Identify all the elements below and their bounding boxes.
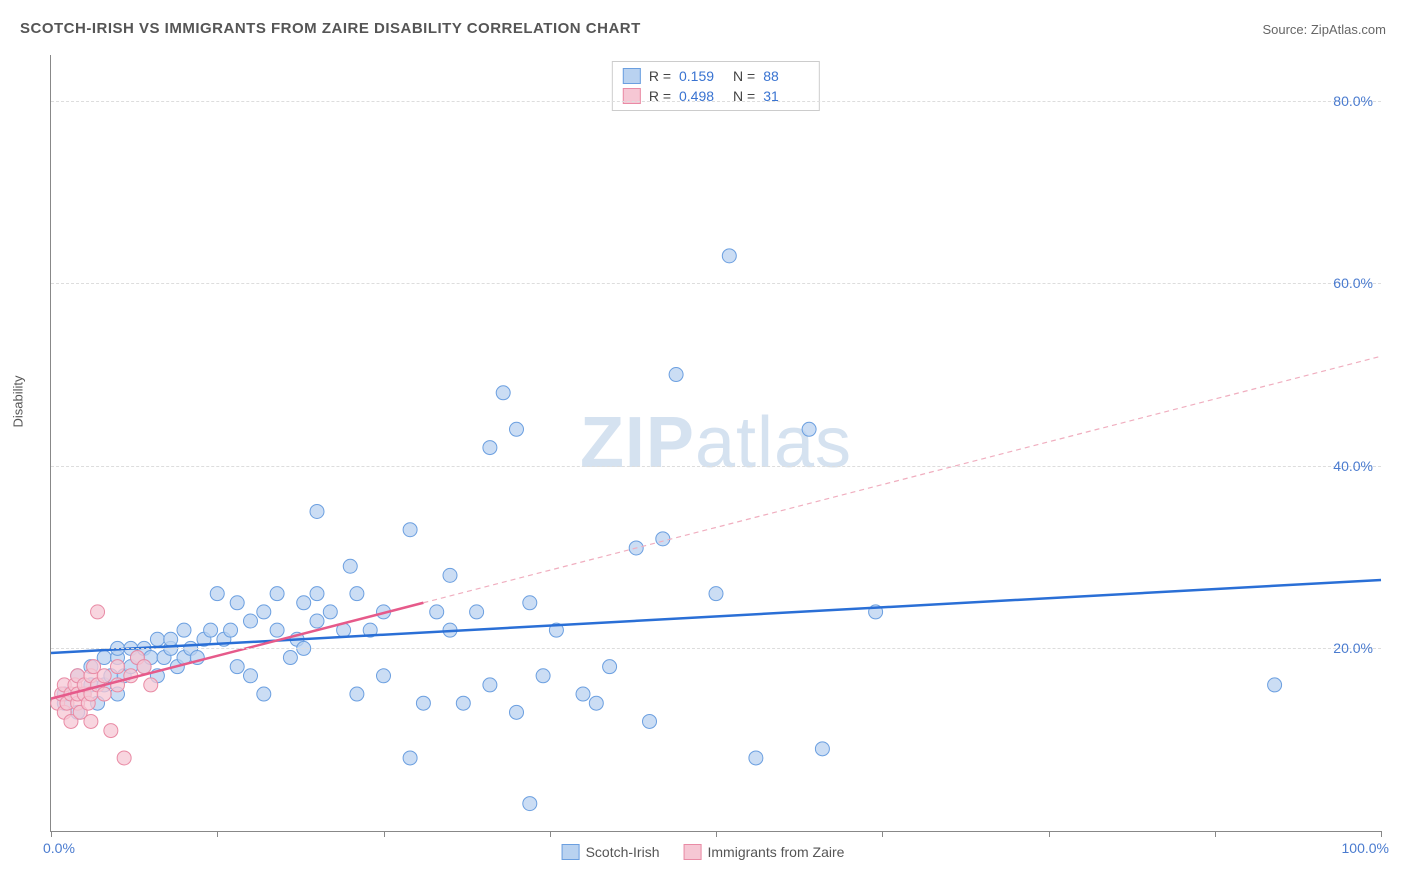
scatter-point xyxy=(749,751,763,765)
x-axis-tick xyxy=(1049,831,1050,837)
scatter-point xyxy=(430,605,444,619)
scatter-point xyxy=(456,696,470,710)
gridline xyxy=(51,648,1381,649)
scatter-point xyxy=(283,651,297,665)
scatter-point xyxy=(323,605,337,619)
regression-extrapolation xyxy=(423,356,1381,602)
scatter-point xyxy=(137,660,151,674)
legend-item: Immigrants from Zaire xyxy=(684,844,845,860)
x-axis-tick xyxy=(384,831,385,837)
x-axis-tick xyxy=(882,831,883,837)
scatter-point xyxy=(709,587,723,601)
scatter-point xyxy=(204,623,218,637)
chart-title: SCOTCH-IRISH VS IMMIGRANTS FROM ZAIRE DI… xyxy=(20,20,641,37)
scatter-point xyxy=(536,669,550,683)
scatter-point xyxy=(523,596,537,610)
legend-swatch xyxy=(684,844,702,860)
scatter-point xyxy=(297,596,311,610)
x-axis-tick xyxy=(1381,831,1382,837)
scatter-point xyxy=(230,596,244,610)
y-axis-tick-label: 80.0% xyxy=(1333,93,1373,109)
scatter-point xyxy=(483,678,497,692)
x-axis-label-min: 0.0% xyxy=(43,840,75,856)
scatter-point xyxy=(84,714,98,728)
scatter-point xyxy=(603,660,617,674)
scatter-point xyxy=(310,504,324,518)
scatter-point xyxy=(403,523,417,537)
scatter-point xyxy=(150,632,164,646)
x-axis-label-max: 100.0% xyxy=(1342,840,1389,856)
scatter-point xyxy=(656,532,670,546)
scatter-point xyxy=(224,623,238,637)
source-name: ZipAtlas.com xyxy=(1311,22,1386,37)
scatter-point xyxy=(510,422,524,436)
scatter-svg xyxy=(51,55,1381,831)
scatter-point xyxy=(144,678,158,692)
scatter-point xyxy=(117,751,131,765)
scatter-point xyxy=(270,623,284,637)
scatter-point xyxy=(257,687,271,701)
x-axis-tick xyxy=(550,831,551,837)
scatter-point xyxy=(416,696,430,710)
legend-label: Immigrants from Zaire xyxy=(708,844,845,860)
scatter-point xyxy=(443,568,457,582)
scatter-point xyxy=(164,632,178,646)
scatter-point xyxy=(815,742,829,756)
scatter-point xyxy=(104,724,118,738)
scatter-point xyxy=(1268,678,1282,692)
scatter-point xyxy=(576,687,590,701)
scatter-point xyxy=(177,623,191,637)
gridline xyxy=(51,101,1381,102)
scatter-point xyxy=(643,714,657,728)
scatter-point xyxy=(270,587,284,601)
scatter-point xyxy=(722,249,736,263)
y-axis-title: Disability xyxy=(11,375,26,427)
scatter-point xyxy=(669,368,683,382)
scatter-point xyxy=(343,559,357,573)
legend-bottom: Scotch-Irish Immigrants from Zaire xyxy=(562,844,845,860)
scatter-point xyxy=(111,660,125,674)
gridline xyxy=(51,466,1381,467)
scatter-point xyxy=(350,687,364,701)
y-axis-tick-label: 40.0% xyxy=(1333,458,1373,474)
scatter-point xyxy=(230,660,244,674)
scatter-point xyxy=(257,605,271,619)
scatter-point xyxy=(523,797,537,811)
scatter-point xyxy=(310,614,324,628)
source-prefix: Source: xyxy=(1262,22,1310,37)
scatter-point xyxy=(244,669,258,683)
scatter-point xyxy=(496,386,510,400)
scatter-point xyxy=(377,669,391,683)
plot-area: ZIPatlas R =0.159N =88R =0.498N =31 0.0%… xyxy=(50,55,1381,832)
scatter-point xyxy=(483,441,497,455)
x-axis-tick xyxy=(217,831,218,837)
scatter-point xyxy=(510,705,524,719)
scatter-point xyxy=(97,669,111,683)
scatter-point xyxy=(470,605,484,619)
legend-item: Scotch-Irish xyxy=(562,844,660,860)
scatter-point xyxy=(802,422,816,436)
scatter-point xyxy=(310,587,324,601)
scatter-point xyxy=(210,587,224,601)
y-axis-tick-label: 60.0% xyxy=(1333,275,1373,291)
gridline xyxy=(51,283,1381,284)
scatter-point xyxy=(91,605,105,619)
scatter-point xyxy=(97,687,111,701)
legend-label: Scotch-Irish xyxy=(586,844,660,860)
scatter-point xyxy=(403,751,417,765)
x-axis-tick xyxy=(51,831,52,837)
scatter-point xyxy=(350,587,364,601)
scatter-point xyxy=(589,696,603,710)
y-axis-tick-label: 20.0% xyxy=(1333,640,1373,656)
x-axis-tick xyxy=(1215,831,1216,837)
x-axis-tick xyxy=(716,831,717,837)
scatter-point xyxy=(244,614,258,628)
source-attribution: Source: ZipAtlas.com xyxy=(1262,22,1386,37)
legend-swatch xyxy=(562,844,580,860)
